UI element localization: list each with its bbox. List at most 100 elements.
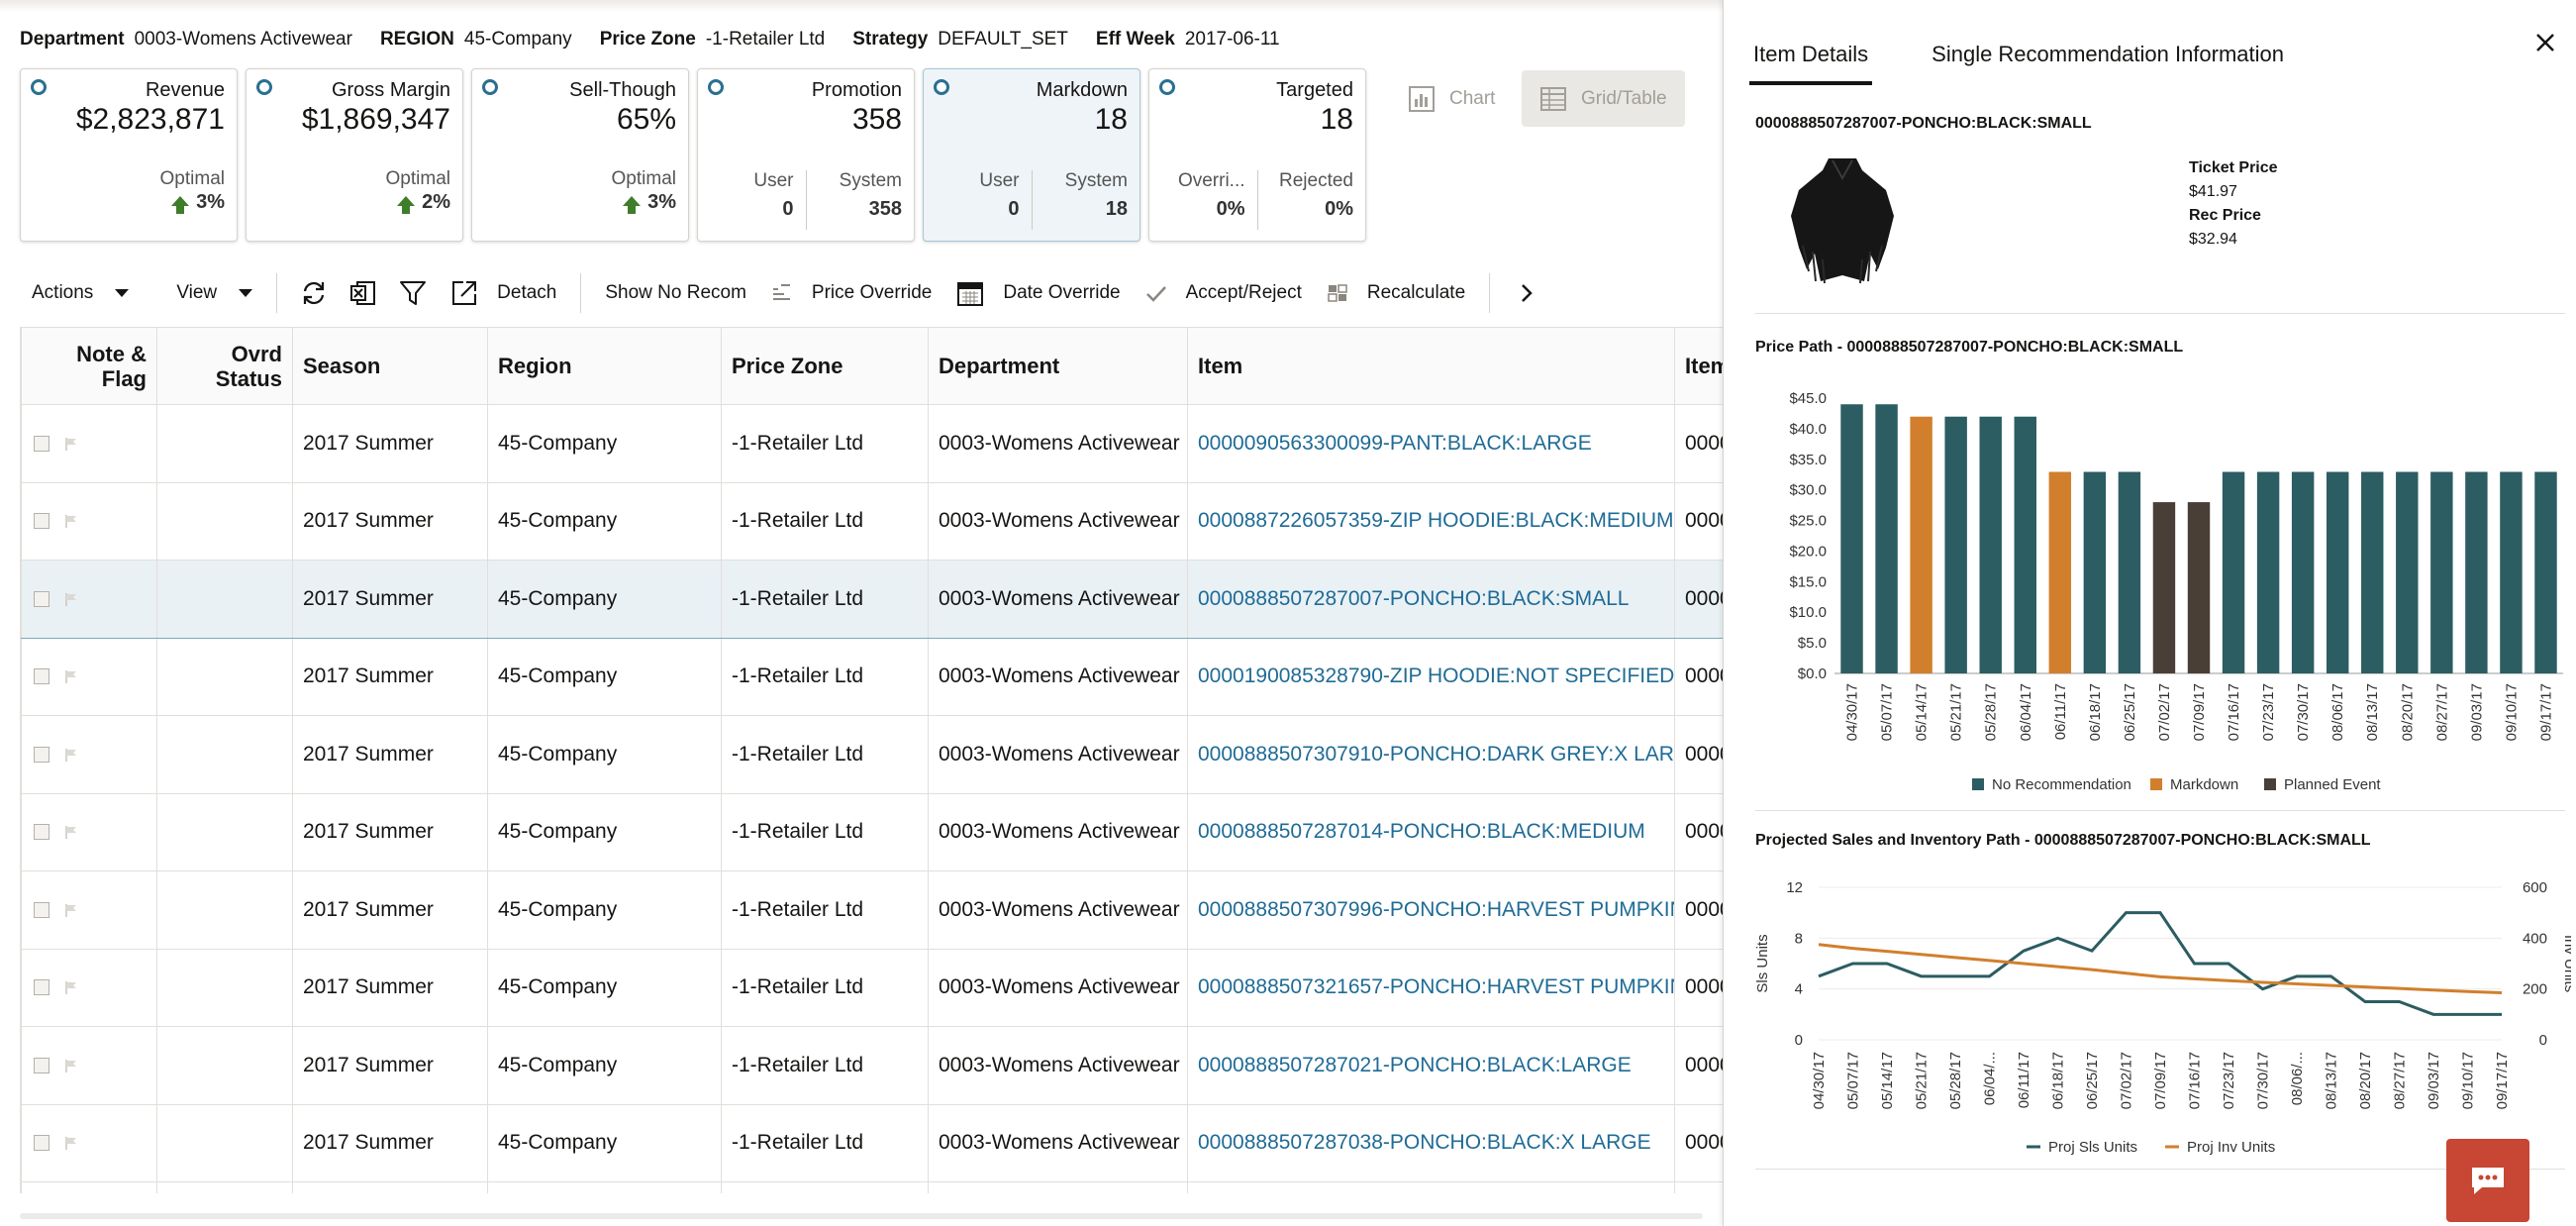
actions-menu-button[interactable]: Actions: [20, 271, 141, 315]
col-ovrd-status[interactable]: Ovrd Status: [156, 327, 293, 405]
note-icon[interactable]: [34, 746, 50, 763]
item-link[interactable]: 0000888507287007-PONCHO:BLACK:SMALL: [1198, 586, 1630, 610]
view-menu-button[interactable]: View: [164, 271, 264, 315]
price-bar[interactable]: [2048, 471, 2072, 673]
kpi-markdown[interactable]: Markdown 18 User 0 System 18: [923, 68, 1140, 242]
radio-icon[interactable]: [1159, 79, 1175, 95]
price-bar[interactable]: [2083, 471, 2107, 673]
note-icon[interactable]: [34, 1135, 50, 1152]
chart-view-button[interactable]: Chart: [1390, 70, 1513, 127]
toolbar-more-button[interactable]: [1502, 271, 1551, 315]
proj-inv-line[interactable]: [1818, 943, 2503, 995]
price-bar[interactable]: [2118, 471, 2141, 673]
table-row[interactable]: 2017 Summer 45-Company -1-Retailer Ltd 0003…: [21, 870, 1723, 950]
chat-button[interactable]: [2446, 1139, 2529, 1222]
refresh-button[interactable]: [289, 271, 339, 315]
price-bar[interactable]: [1840, 404, 1863, 673]
radio-icon[interactable]: [31, 79, 47, 95]
price-bar[interactable]: [2326, 471, 2349, 673]
price-bar[interactable]: [2534, 471, 2557, 673]
price-bar[interactable]: [2014, 416, 2036, 673]
col-season[interactable]: Season: [292, 327, 488, 405]
kpi-gross-margin[interactable]: Gross Margin $1,869,347 Optimal 2%: [246, 68, 463, 242]
flag-icon[interactable]: [63, 902, 79, 918]
price-bar[interactable]: [1944, 416, 1967, 673]
item-link[interactable]: 0000888507321657-PONCHO:HARVEST PUMPKIN: [1198, 975, 1675, 999]
price-bar[interactable]: [2256, 471, 2280, 673]
proj-sls-line[interactable]: [1818, 911, 2502, 1016]
table-row[interactable]: 2017 Summer 45-Company -1-Retailer Ltd 0003…: [21, 948, 1723, 1027]
tab-single-recommendation[interactable]: Single Recommendation Information: [1932, 42, 2285, 66]
price-bar[interactable]: [2291, 471, 2315, 673]
radio-icon[interactable]: [256, 79, 272, 95]
price-bar[interactable]: [2465, 471, 2488, 673]
table-row[interactable]: 2017 Summer 45-Company -1-Retailer Ltd 0003…: [21, 404, 1723, 483]
price-bar[interactable]: [1979, 416, 2002, 673]
col-department[interactable]: Department: [928, 327, 1188, 405]
note-icon[interactable]: [34, 901, 50, 918]
radio-icon[interactable]: [708, 79, 724, 95]
item-link[interactable]: 0000888507287014-PONCHO:BLACK:MEDIUM: [1198, 820, 1645, 844]
accept-reject-button[interactable]: Accept/Reject: [1133, 271, 1314, 315]
item-link[interactable]: 0000190085328790-ZIP HOODIE:NOT SPECIFIE…: [1198, 664, 1675, 688]
col-note-flag[interactable]: Note & Flag: [21, 327, 157, 405]
grid-view-button[interactable]: Grid/Table: [1522, 70, 1685, 127]
price-bar[interactable]: [2500, 471, 2523, 673]
flag-icon[interactable]: [63, 591, 79, 607]
tab-item-details[interactable]: Item Details: [1749, 36, 1873, 85]
kpi-promotion[interactable]: Promotion 358 User 0 System 358: [697, 68, 915, 242]
kpi-revenue[interactable]: Revenue $2,823,871 Optimal 3%: [20, 68, 238, 242]
flag-icon[interactable]: [63, 513, 79, 529]
item-link[interactable]: 0000888507307996-PONCHO:HARVEST PUMPKIN: [1198, 897, 1675, 921]
price-bar[interactable]: [1875, 404, 1898, 673]
flag-icon[interactable]: [63, 668, 79, 684]
note-icon[interactable]: [34, 590, 50, 607]
horizontal-scrollbar[interactable]: [20, 1213, 1703, 1219]
table-row[interactable]: [21, 1181, 1723, 1193]
export-excel-button[interactable]: [339, 271, 388, 315]
note-icon[interactable]: [34, 668, 50, 685]
price-bar[interactable]: [2222, 471, 2245, 673]
col-item[interactable]: Item: [1187, 327, 1675, 405]
filter-button[interactable]: [388, 271, 438, 315]
item-link[interactable]: 0000888507287038-PONCHO:BLACK:X LARGE: [1198, 1131, 1651, 1155]
item-link[interactable]: 0000090563300099-PANT:BLACK:LARGE: [1198, 431, 1592, 455]
item-link[interactable]: 0000887226057359-ZIP HOODIE:BLACK:MEDIUM: [1198, 509, 1674, 533]
item-link[interactable]: 0000888507307910-PONCHO:DARK GREY:X LARG…: [1198, 742, 1675, 766]
price-bar[interactable]: [2361, 471, 2384, 673]
radio-icon[interactable]: [482, 79, 498, 95]
price-override-button[interactable]: Price Override: [758, 271, 943, 315]
radio-icon[interactable]: [934, 79, 949, 95]
table-row[interactable]: 2017 Summer 45-Company -1-Retailer Ltd 0003…: [21, 715, 1723, 794]
table-row[interactable]: 2017 Summer 45-Company -1-Retailer Ltd 0003…: [21, 637, 1723, 716]
note-icon[interactable]: [34, 824, 50, 841]
flag-icon[interactable]: [63, 747, 79, 763]
table-row[interactable]: 2017 Summer 45-Company -1-Retailer Ltd 0003…: [21, 560, 1723, 639]
price-bar[interactable]: [2187, 502, 2211, 673]
table-row[interactable]: 2017 Summer 45-Company -1-Retailer Ltd 0003…: [21, 1026, 1723, 1105]
detach-button[interactable]: Detach: [438, 271, 568, 315]
table-row[interactable]: 2017 Summer 45-Company -1-Retailer Ltd 0003…: [21, 792, 1723, 871]
item-link[interactable]: 0000888507287021-PONCHO:BLACK:LARGE: [1198, 1053, 1632, 1076]
close-icon[interactable]: [2530, 28, 2560, 57]
kpi-targeted[interactable]: Targeted 18 Overri... 0% Rejected 0%: [1148, 68, 1366, 242]
price-bar[interactable]: [2430, 471, 2453, 673]
flag-icon[interactable]: [63, 1135, 79, 1151]
recalculate-button[interactable]: Recalculate: [1314, 271, 1477, 315]
flag-icon[interactable]: [63, 1058, 79, 1073]
kpi-sell-through[interactable]: Sell-Though 65% Optimal 3%: [471, 68, 689, 242]
note-icon[interactable]: [34, 513, 50, 530]
show-no-recom-button[interactable]: Show No Recom: [593, 271, 758, 315]
note-icon[interactable]: [34, 1057, 50, 1073]
price-bar[interactable]: [2152, 502, 2176, 673]
date-override-button[interactable]: Date Override: [943, 271, 1132, 315]
col-price-zone[interactable]: Price Zone: [721, 327, 929, 405]
table-row[interactable]: 2017 Summer 45-Company -1-Retailer Ltd 0003…: [21, 1103, 1723, 1182]
note-icon[interactable]: [34, 435, 50, 452]
price-bar[interactable]: [1910, 416, 1932, 673]
flag-icon[interactable]: [63, 824, 79, 840]
flag-icon[interactable]: [63, 436, 79, 452]
col-region[interactable]: Region: [487, 327, 722, 405]
price-bar[interactable]: [2396, 471, 2419, 673]
note-icon[interactable]: [34, 979, 50, 996]
